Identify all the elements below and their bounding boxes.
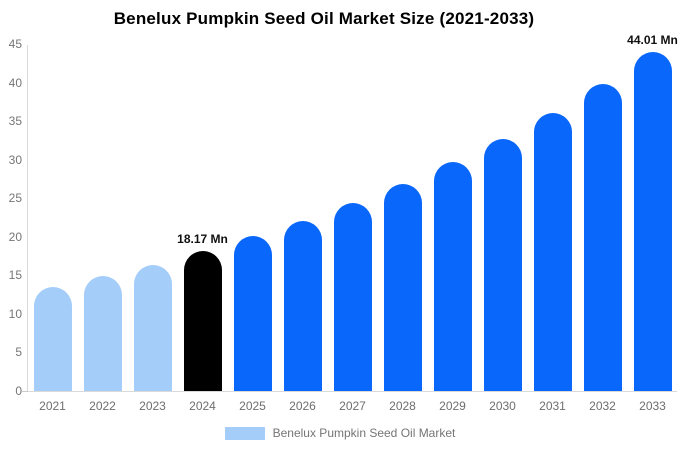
x-axis-label-2021: 2021: [39, 399, 66, 413]
y-axis-label-0: 0: [15, 384, 22, 398]
bar-2025[interactable]: [233, 236, 272, 391]
y-axis-label-10: 10: [8, 306, 22, 321]
x-axis-label-2031: 2031: [539, 399, 566, 413]
bar-2026[interactable]: [283, 220, 322, 391]
y-axis-label-5: 5: [15, 345, 22, 360]
x-axis-label-2028: 2028: [389, 399, 416, 413]
bar-2030[interactable]: [483, 138, 522, 391]
x-axis-label-2027: 2027: [339, 399, 366, 413]
x-axis-label-2023: 2023: [139, 399, 166, 413]
x-axis-label-2026: 2026: [289, 399, 316, 413]
bar-2033[interactable]: [633, 51, 672, 391]
y-axis-label-20: 20: [8, 229, 22, 244]
x-axis-label-2022: 2022: [89, 399, 116, 413]
x-axis-label-2029: 2029: [439, 399, 466, 413]
y-axis-label-35: 35: [8, 114, 22, 129]
y-axis-zero-tick: [22, 391, 28, 392]
x-axis-line: [27, 391, 677, 392]
bar-2029[interactable]: [433, 161, 472, 391]
bar-2021[interactable]: [33, 286, 72, 391]
legend-swatch-icon: [224, 426, 265, 440]
bar-2023[interactable]: [133, 264, 172, 391]
data-label-2024: 18.17 Mn: [177, 231, 228, 246]
x-axis-label-2030: 2030: [489, 399, 516, 413]
legend[interactable]: Benelux Pumpkin Seed Oil Market: [0, 426, 680, 440]
x-axis-label-2025: 2025: [239, 399, 266, 413]
y-axis-line: [27, 45, 28, 391]
bar-2027[interactable]: [333, 202, 372, 391]
y-axis-label-45: 45: [8, 37, 22, 51]
chart-title: Benelux Pumpkin Seed Oil Market Size (20…: [113, 9, 535, 28]
y-axis-label-30: 30: [8, 152, 22, 167]
x-axis-label-2032: 2032: [589, 399, 616, 413]
y-axis-label-40: 40: [8, 75, 22, 90]
x-axis-label-2024: 2024: [189, 399, 216, 413]
bar-2031[interactable]: [533, 113, 572, 391]
bar-2022[interactable]: [83, 276, 122, 391]
bar-2028[interactable]: [383, 183, 422, 391]
y-axis-label-25: 25: [8, 191, 22, 206]
data-label-2033: 44.01 Mn: [627, 32, 678, 47]
bar-2032[interactable]: [583, 84, 622, 391]
legend-label: Benelux Pumpkin Seed Oil Market: [272, 426, 456, 440]
y-axis-label-15: 15: [8, 268, 22, 283]
bar-2024[interactable]: [183, 250, 222, 391]
x-axis-label-2033: 2033: [639, 399, 666, 413]
